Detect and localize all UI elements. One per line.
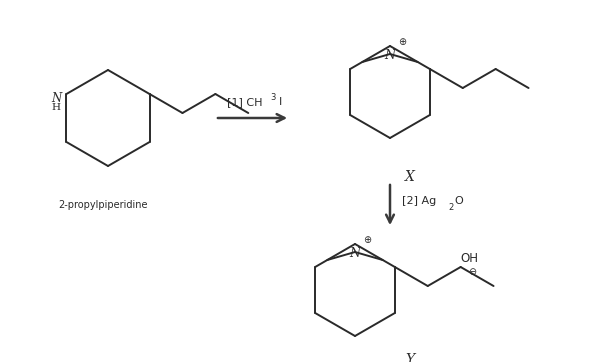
Text: N: N (385, 49, 395, 62)
Text: 2-propylpiperidine: 2-propylpiperidine (59, 200, 148, 210)
Text: ⊖: ⊖ (467, 267, 476, 277)
Text: I: I (279, 97, 282, 107)
Text: ⊕: ⊕ (363, 235, 371, 245)
Text: N: N (349, 247, 361, 260)
Text: [2] Ag: [2] Ag (402, 196, 436, 206)
Text: O: O (454, 196, 463, 206)
Text: H: H (52, 104, 61, 113)
Text: ⊕: ⊕ (398, 37, 406, 47)
Text: 3: 3 (270, 93, 275, 102)
Text: X: X (405, 170, 415, 184)
Text: N: N (51, 92, 61, 105)
Text: OH: OH (461, 252, 479, 265)
Text: 2: 2 (448, 202, 453, 211)
Text: [1] CH: [1] CH (227, 97, 262, 107)
Text: Y: Y (405, 353, 414, 362)
